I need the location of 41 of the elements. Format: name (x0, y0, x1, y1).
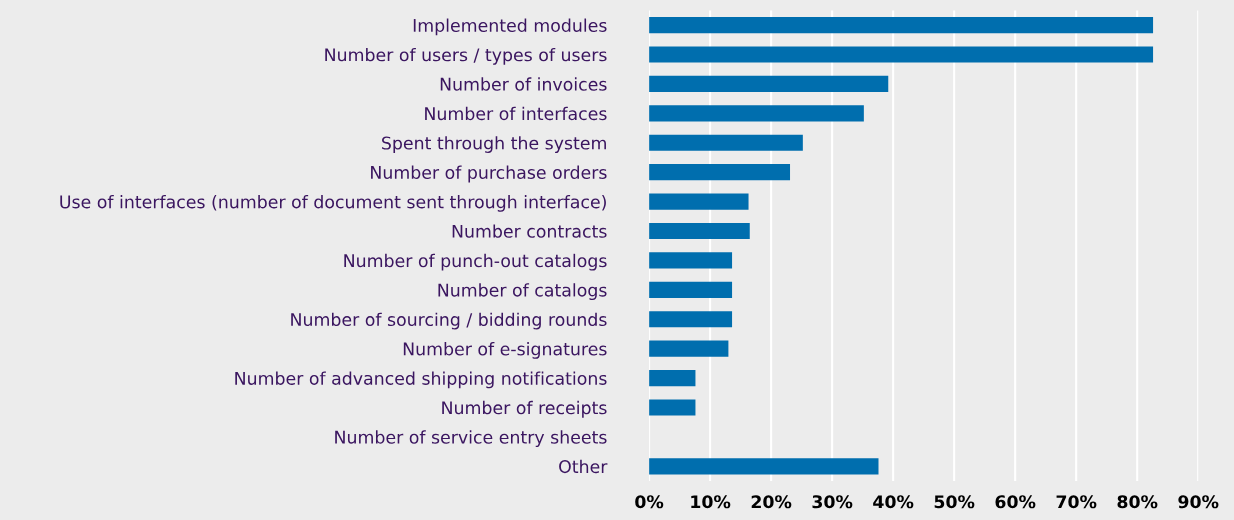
x-tick-label: 90% (1178, 495, 1219, 509)
y-tick-label: Number of e-signatures (403, 342, 607, 359)
x-tick-label: 0% (635, 495, 664, 509)
y-tick-label: Other (559, 459, 608, 474)
y-tick-label: Spent through the system (382, 136, 606, 153)
bar (649, 252, 733, 269)
x-tick-label: 40% (873, 495, 914, 509)
bar (649, 193, 749, 210)
y-tick-label: Use of interfaces (number of document sent through interface) (60, 194, 606, 212)
x-tick-label: 80% (1117, 495, 1158, 509)
y-tick-label: Number of catalogs (438, 283, 607, 301)
bar (649, 105, 864, 122)
y-tick-label: Implemented modules (413, 18, 607, 36)
bar (649, 164, 791, 181)
bar (649, 340, 729, 357)
bar (649, 399, 696, 416)
y-tick-label: Number of punch-out catalogs (344, 253, 607, 271)
y-tick-label: Number of purchase orders (371, 165, 607, 183)
bar (649, 281, 733, 298)
bar (649, 369, 696, 387)
bar (649, 311, 733, 328)
x-tick-label: 70% (1056, 495, 1097, 509)
x-tick-label: 20% (751, 495, 792, 509)
bar (649, 75, 889, 93)
bar (649, 222, 750, 240)
y-tick-label: Number of advanced shipping notifications (235, 371, 607, 389)
y-tick-label: Number of interfaces (425, 106, 607, 121)
bar (649, 134, 803, 151)
y-tick-label: Number of invoices (440, 77, 607, 91)
y-tick-label: Number of service entry sheets (335, 430, 607, 448)
y-tick-label: Number of receipts (442, 400, 607, 418)
y-tick-label: Number of sourcing / bidding rounds (291, 312, 607, 330)
bar (649, 17, 1154, 34)
x-tick-label: 60% (995, 495, 1036, 509)
bar (649, 458, 879, 475)
y-tick-label: Number of users / types of users (325, 47, 607, 65)
x-tick-label: 30% (812, 495, 853, 509)
bar (649, 46, 1154, 63)
y-tick-label: Number contracts (452, 224, 607, 238)
x-tick-label: 10% (691, 495, 731, 509)
x-tick-label: 50% (934, 495, 975, 509)
